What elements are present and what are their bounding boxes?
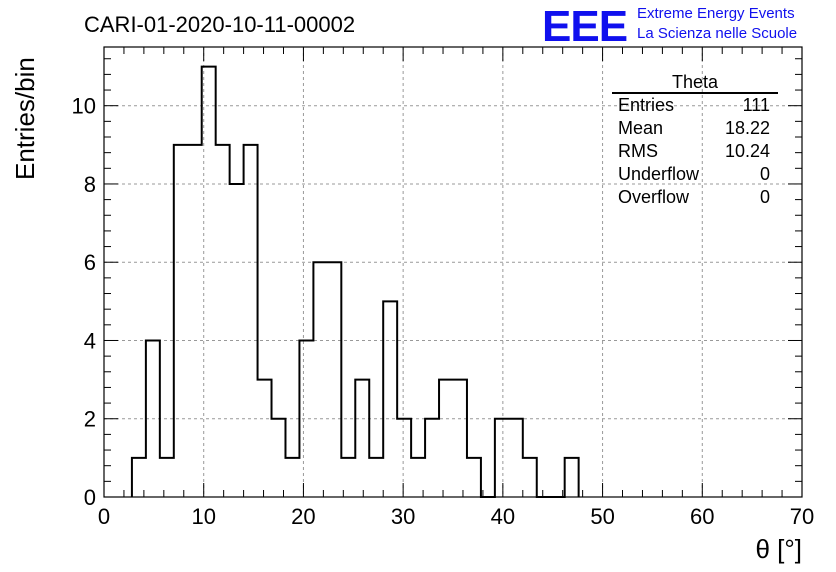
y-tick-label: 2 <box>84 407 96 432</box>
histogram-bin <box>188 145 202 497</box>
stats-label: Underflow <box>618 164 700 184</box>
histogram-bin <box>216 145 230 497</box>
stats-value: 111 <box>742 95 770 115</box>
logo-line-2: La Scienza nelle Scuole <box>637 25 798 42</box>
x-tick-label: 10 <box>191 504 215 529</box>
stats-value: 18.22 <box>724 118 770 138</box>
logo-line-1: Extreme Energy Events <box>637 5 795 22</box>
histogram-bin <box>523 458 537 497</box>
stats-value: 0 <box>759 187 770 207</box>
histogram-bin <box>439 380 453 497</box>
stats-row: Overflow 0 <box>610 186 778 209</box>
stats-label: Overflow <box>618 187 690 207</box>
histogram-bin <box>453 380 467 497</box>
stats-label: RMS <box>618 141 658 161</box>
x-axis-label: θ [°] <box>755 534 802 564</box>
stats-value: 10.24 <box>724 141 770 161</box>
x-tick-label: 30 <box>391 504 415 529</box>
x-tick-label: 50 <box>590 504 614 529</box>
x-tick-label: 0 <box>98 504 110 529</box>
y-tick-label: 10 <box>72 94 96 119</box>
stats-label: Mean <box>618 118 664 138</box>
histogram-bin <box>383 301 397 497</box>
stats-title: Theta <box>612 72 778 94</box>
plot-frame <box>103 46 803 498</box>
histogram-bin <box>272 419 286 497</box>
stats-label: Entries <box>618 95 675 115</box>
stats-row: Entries 111 <box>610 94 778 117</box>
eee-logo: EEE <box>542 2 628 51</box>
x-tick-label: 40 <box>491 504 515 529</box>
histogram-bin <box>258 380 272 497</box>
histogram-bin <box>160 458 174 497</box>
histogram-bin <box>313 262 327 497</box>
stats-row: RMS 10.24 <box>610 140 778 163</box>
histogram-bin <box>397 419 411 497</box>
y-tick-label: 8 <box>84 172 96 197</box>
histogram-bin <box>327 262 341 497</box>
histogram-bin <box>244 145 258 497</box>
y-axis-label: Entries/bin <box>10 57 40 180</box>
histogram-bin <box>509 419 523 497</box>
y-tick-label: 4 <box>84 328 96 353</box>
x-tick-label: 60 <box>690 504 714 529</box>
y-tick-label: 6 <box>84 250 96 275</box>
x-tick-label: 70 <box>790 504 814 529</box>
chart-title: CARI-01-2020-10-11-00002 <box>84 12 356 37</box>
y-tick-label: 0 <box>84 485 96 510</box>
histogram-outline <box>130 65 580 498</box>
stats-row: Underflow 0 <box>610 163 778 186</box>
histogram-bin <box>285 458 299 497</box>
histogram-bin <box>174 145 188 497</box>
histogram-bin <box>425 419 439 497</box>
stats-box: Theta Entries 111 Mean 18.22 RMS 10.24 U… <box>610 72 778 209</box>
stats-value: 0 <box>759 164 770 184</box>
x-tick-label: 20 <box>291 504 315 529</box>
histogram-bin <box>495 419 509 497</box>
histogram-bin <box>565 458 579 497</box>
histogram-bin <box>355 380 369 497</box>
histogram-bin <box>467 458 481 497</box>
stats-row: Mean 18.22 <box>610 117 778 140</box>
histogram-bin <box>369 458 383 497</box>
histogram-bin <box>299 340 313 497</box>
